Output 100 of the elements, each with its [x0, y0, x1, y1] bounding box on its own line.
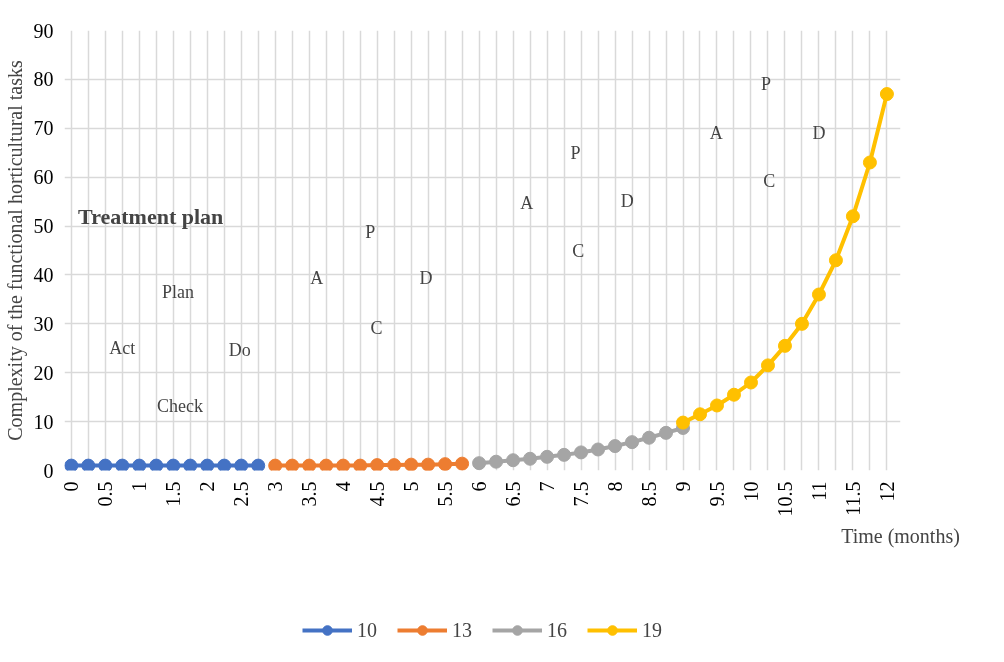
point: [523, 451, 538, 466]
y-tick-label: 40: [33, 263, 54, 286]
annotation: Act: [109, 338, 136, 359]
point: [421, 457, 436, 471]
annotation: Check: [157, 395, 204, 416]
point: [591, 442, 606, 457]
x-tick-label: 10: [739, 481, 762, 502]
point: [200, 458, 215, 471]
annotation: A: [709, 123, 723, 144]
annotation: Do: [228, 339, 251, 360]
x-tick-label: 11.5: [841, 481, 864, 516]
point: [353, 458, 368, 471]
point: [642, 430, 657, 445]
x-tick-label: 5.5: [434, 481, 457, 507]
point: [234, 458, 249, 471]
annotation: C: [572, 240, 585, 261]
y-tick-label: 50: [33, 215, 54, 238]
x-tick-label: 2.5: [230, 481, 253, 507]
x-tick-label: 10.5: [773, 481, 796, 517]
point: [726, 387, 741, 402]
point: [574, 445, 589, 460]
x-tick-label: 7: [536, 481, 559, 492]
x-tick-label: 1.5: [162, 481, 185, 507]
legend-label: 19: [642, 618, 662, 642]
x-tick-label: 7.5: [570, 481, 593, 507]
x-tick-label: 11: [807, 481, 830, 501]
legend-label: 13: [452, 618, 472, 642]
legend-label: 16: [547, 618, 567, 642]
y-axis-title: Complexity of the functional horticultural tasks: [3, 60, 27, 441]
point: [557, 447, 572, 462]
point: [794, 316, 809, 331]
y-tick-label: 90: [33, 19, 54, 42]
point: [404, 457, 419, 471]
annotation: P: [570, 143, 581, 164]
point: [268, 458, 283, 471]
y-tick-label: 70: [33, 117, 54, 140]
annotation: Treatment plan: [78, 203, 224, 229]
annotation: D: [620, 190, 634, 211]
point: [472, 456, 487, 471]
point: [285, 458, 300, 471]
point: [760, 358, 775, 373]
annotation: P: [365, 222, 376, 243]
x-tick-label: 1: [128, 481, 151, 492]
x-tick-label: 4.5: [366, 481, 389, 507]
point: [64, 458, 79, 471]
x-tick-label: 9.5: [705, 481, 728, 507]
x-tick-label: 3: [264, 481, 287, 492]
point: [506, 453, 521, 468]
x-tick-label: 3.5: [298, 481, 321, 507]
point: [608, 439, 623, 454]
x-tick-label: 0.5: [94, 481, 117, 507]
point: [676, 415, 690, 430]
point: [217, 458, 232, 471]
annotation: P: [760, 73, 771, 94]
point: [811, 287, 826, 302]
x-tick-label: 4: [332, 481, 355, 492]
y-tick-label: 60: [33, 166, 54, 189]
point: [743, 375, 758, 390]
x-axis-title: Time (months): [841, 524, 960, 548]
point: [455, 456, 470, 471]
point: [489, 454, 504, 469]
point: [166, 458, 181, 471]
point: [828, 253, 843, 268]
annotation: A: [310, 268, 324, 289]
y-tick-label: 30: [33, 312, 54, 335]
point: [777, 338, 792, 353]
point: [370, 458, 385, 471]
annotation: C: [763, 171, 776, 192]
y-tick-label: 80: [33, 68, 54, 91]
point: [387, 458, 402, 471]
x-tick-label: 8.5: [638, 481, 661, 507]
point: [302, 458, 317, 471]
x-tick-label: 5: [400, 481, 423, 492]
x-tick-label: 12: [875, 481, 898, 502]
point: [709, 398, 724, 413]
point: [149, 458, 164, 471]
point: [879, 87, 894, 102]
point: [115, 458, 130, 471]
annotation: D: [419, 268, 433, 289]
y-tick-label: 10: [33, 410, 54, 433]
point: [693, 407, 707, 422]
point: [438, 457, 453, 471]
point: [183, 458, 198, 471]
point: [132, 458, 147, 471]
x-tick-label: 9: [672, 481, 694, 492]
point: [98, 458, 113, 471]
x-tick-label: 0: [60, 481, 83, 492]
annotation: D: [812, 123, 826, 144]
point: [81, 458, 96, 471]
x-tick-label: 8: [604, 481, 627, 492]
y-tick-label: 20: [33, 361, 54, 384]
annotation: C: [370, 317, 383, 338]
x-tick-label: 2: [196, 481, 219, 492]
point: [336, 458, 351, 471]
point: [251, 458, 266, 471]
x-tick-label: 6.5: [502, 481, 525, 507]
point: [319, 458, 334, 471]
annotation: Plan: [162, 282, 195, 303]
point: [659, 425, 674, 440]
point: [540, 449, 555, 464]
